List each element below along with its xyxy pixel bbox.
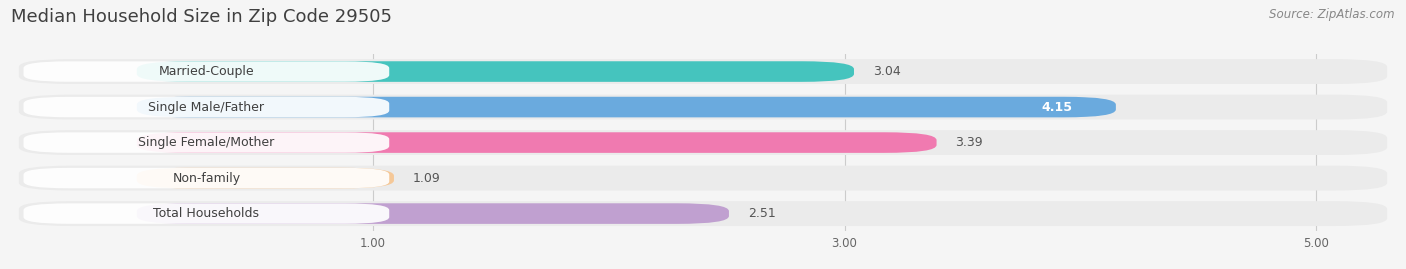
- Text: Non-family: Non-family: [173, 172, 240, 185]
- FancyBboxPatch shape: [24, 203, 389, 224]
- Text: Total Households: Total Households: [153, 207, 259, 220]
- Text: 4.15: 4.15: [1042, 101, 1073, 114]
- Text: Single Female/Mother: Single Female/Mother: [138, 136, 274, 149]
- Text: 1.09: 1.09: [413, 172, 440, 185]
- FancyBboxPatch shape: [136, 132, 936, 153]
- FancyBboxPatch shape: [1007, 98, 1107, 116]
- FancyBboxPatch shape: [24, 132, 389, 153]
- Text: 2.51: 2.51: [748, 207, 776, 220]
- Text: Median Household Size in Zip Code 29505: Median Household Size in Zip Code 29505: [11, 8, 392, 26]
- FancyBboxPatch shape: [136, 97, 1116, 117]
- FancyBboxPatch shape: [24, 168, 389, 188]
- FancyBboxPatch shape: [136, 168, 394, 188]
- Text: Source: ZipAtlas.com: Source: ZipAtlas.com: [1270, 8, 1395, 21]
- Text: 3.39: 3.39: [956, 136, 983, 149]
- FancyBboxPatch shape: [18, 166, 1388, 190]
- FancyBboxPatch shape: [18, 59, 1388, 84]
- FancyBboxPatch shape: [18, 130, 1388, 155]
- FancyBboxPatch shape: [136, 61, 853, 82]
- Text: Single Male/Father: Single Male/Father: [149, 101, 264, 114]
- Text: 3.04: 3.04: [873, 65, 901, 78]
- FancyBboxPatch shape: [24, 97, 389, 117]
- FancyBboxPatch shape: [18, 201, 1388, 226]
- FancyBboxPatch shape: [18, 95, 1388, 119]
- FancyBboxPatch shape: [24, 61, 389, 82]
- Text: Married-Couple: Married-Couple: [159, 65, 254, 78]
- FancyBboxPatch shape: [136, 203, 728, 224]
